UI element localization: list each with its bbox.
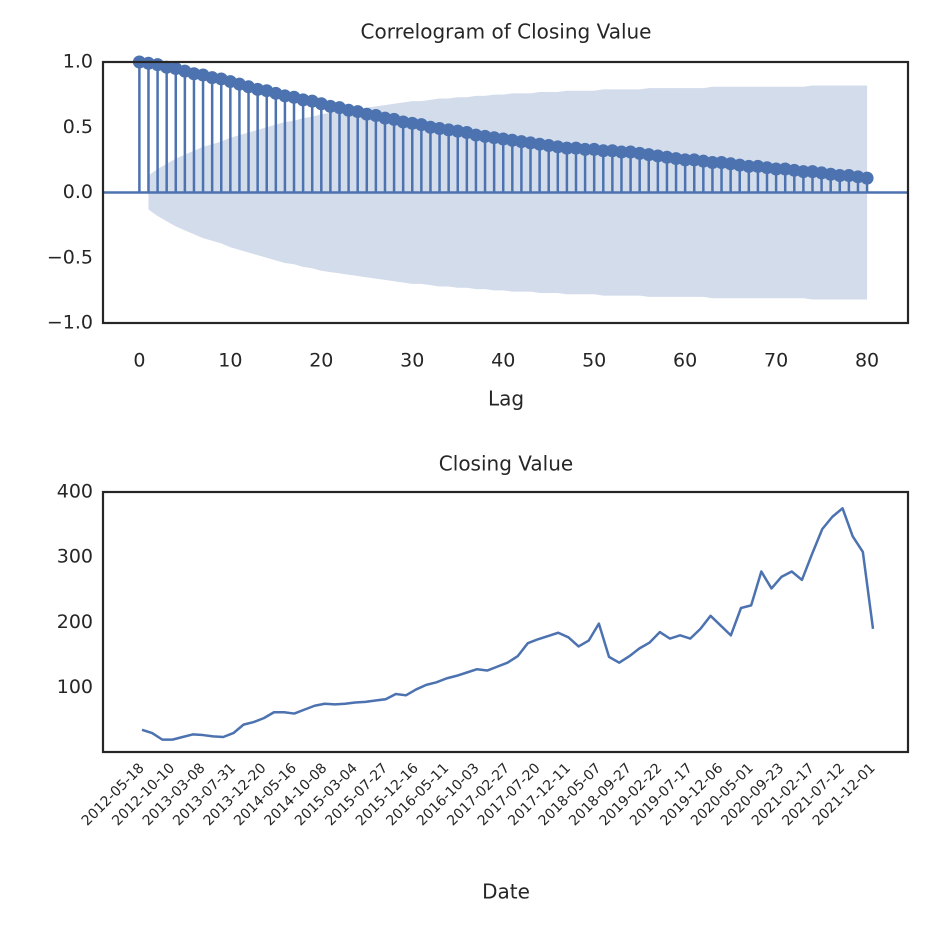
chart-title: Correlogram of Closing Value	[361, 20, 652, 44]
axes-frame	[101, 60, 910, 325]
y-tick-label: 200	[57, 611, 93, 633]
stem-marker	[678, 153, 692, 167]
x-tick-label: 30	[400, 350, 424, 372]
y-tick-label: 400	[57, 481, 93, 503]
x-tick-label: 20	[309, 350, 333, 372]
x-axis-label: Date	[482, 880, 530, 904]
stem-marker	[742, 159, 756, 173]
x-tick-label: 60	[673, 350, 697, 372]
stem-marker	[578, 142, 592, 156]
y-tick-label: 0.0	[63, 181, 93, 203]
stem-marker	[833, 169, 847, 183]
x-tick-label: 50	[582, 350, 606, 372]
stem-marker	[705, 155, 719, 169]
x-tick-label: 0	[133, 350, 145, 372]
stem-marker	[596, 144, 610, 158]
x-tick-label: 10	[218, 350, 242, 372]
stem-marker	[560, 141, 574, 155]
y-tick-label: −0.5	[47, 246, 93, 268]
axes-frame	[101, 490, 910, 754]
y-tick-label: 300	[57, 546, 93, 568]
line	[141, 507, 875, 741]
stem-marker	[860, 171, 874, 185]
stem-marker	[796, 165, 810, 179]
chart-title: Closing Value	[439, 452, 573, 476]
x-axis-label: Lag	[488, 387, 524, 411]
stem-marker	[614, 145, 628, 159]
y-tick-label: −1.0	[47, 312, 93, 334]
stem-marker	[769, 162, 783, 176]
x-tick-label: 80	[855, 350, 879, 372]
x-tick-label: 40	[491, 350, 515, 372]
y-tick-label: 1.0	[63, 51, 93, 73]
y-tick-label: 0.5	[63, 116, 93, 138]
y-tick-label: 100	[57, 676, 93, 698]
x-tick-label: 70	[764, 350, 788, 372]
